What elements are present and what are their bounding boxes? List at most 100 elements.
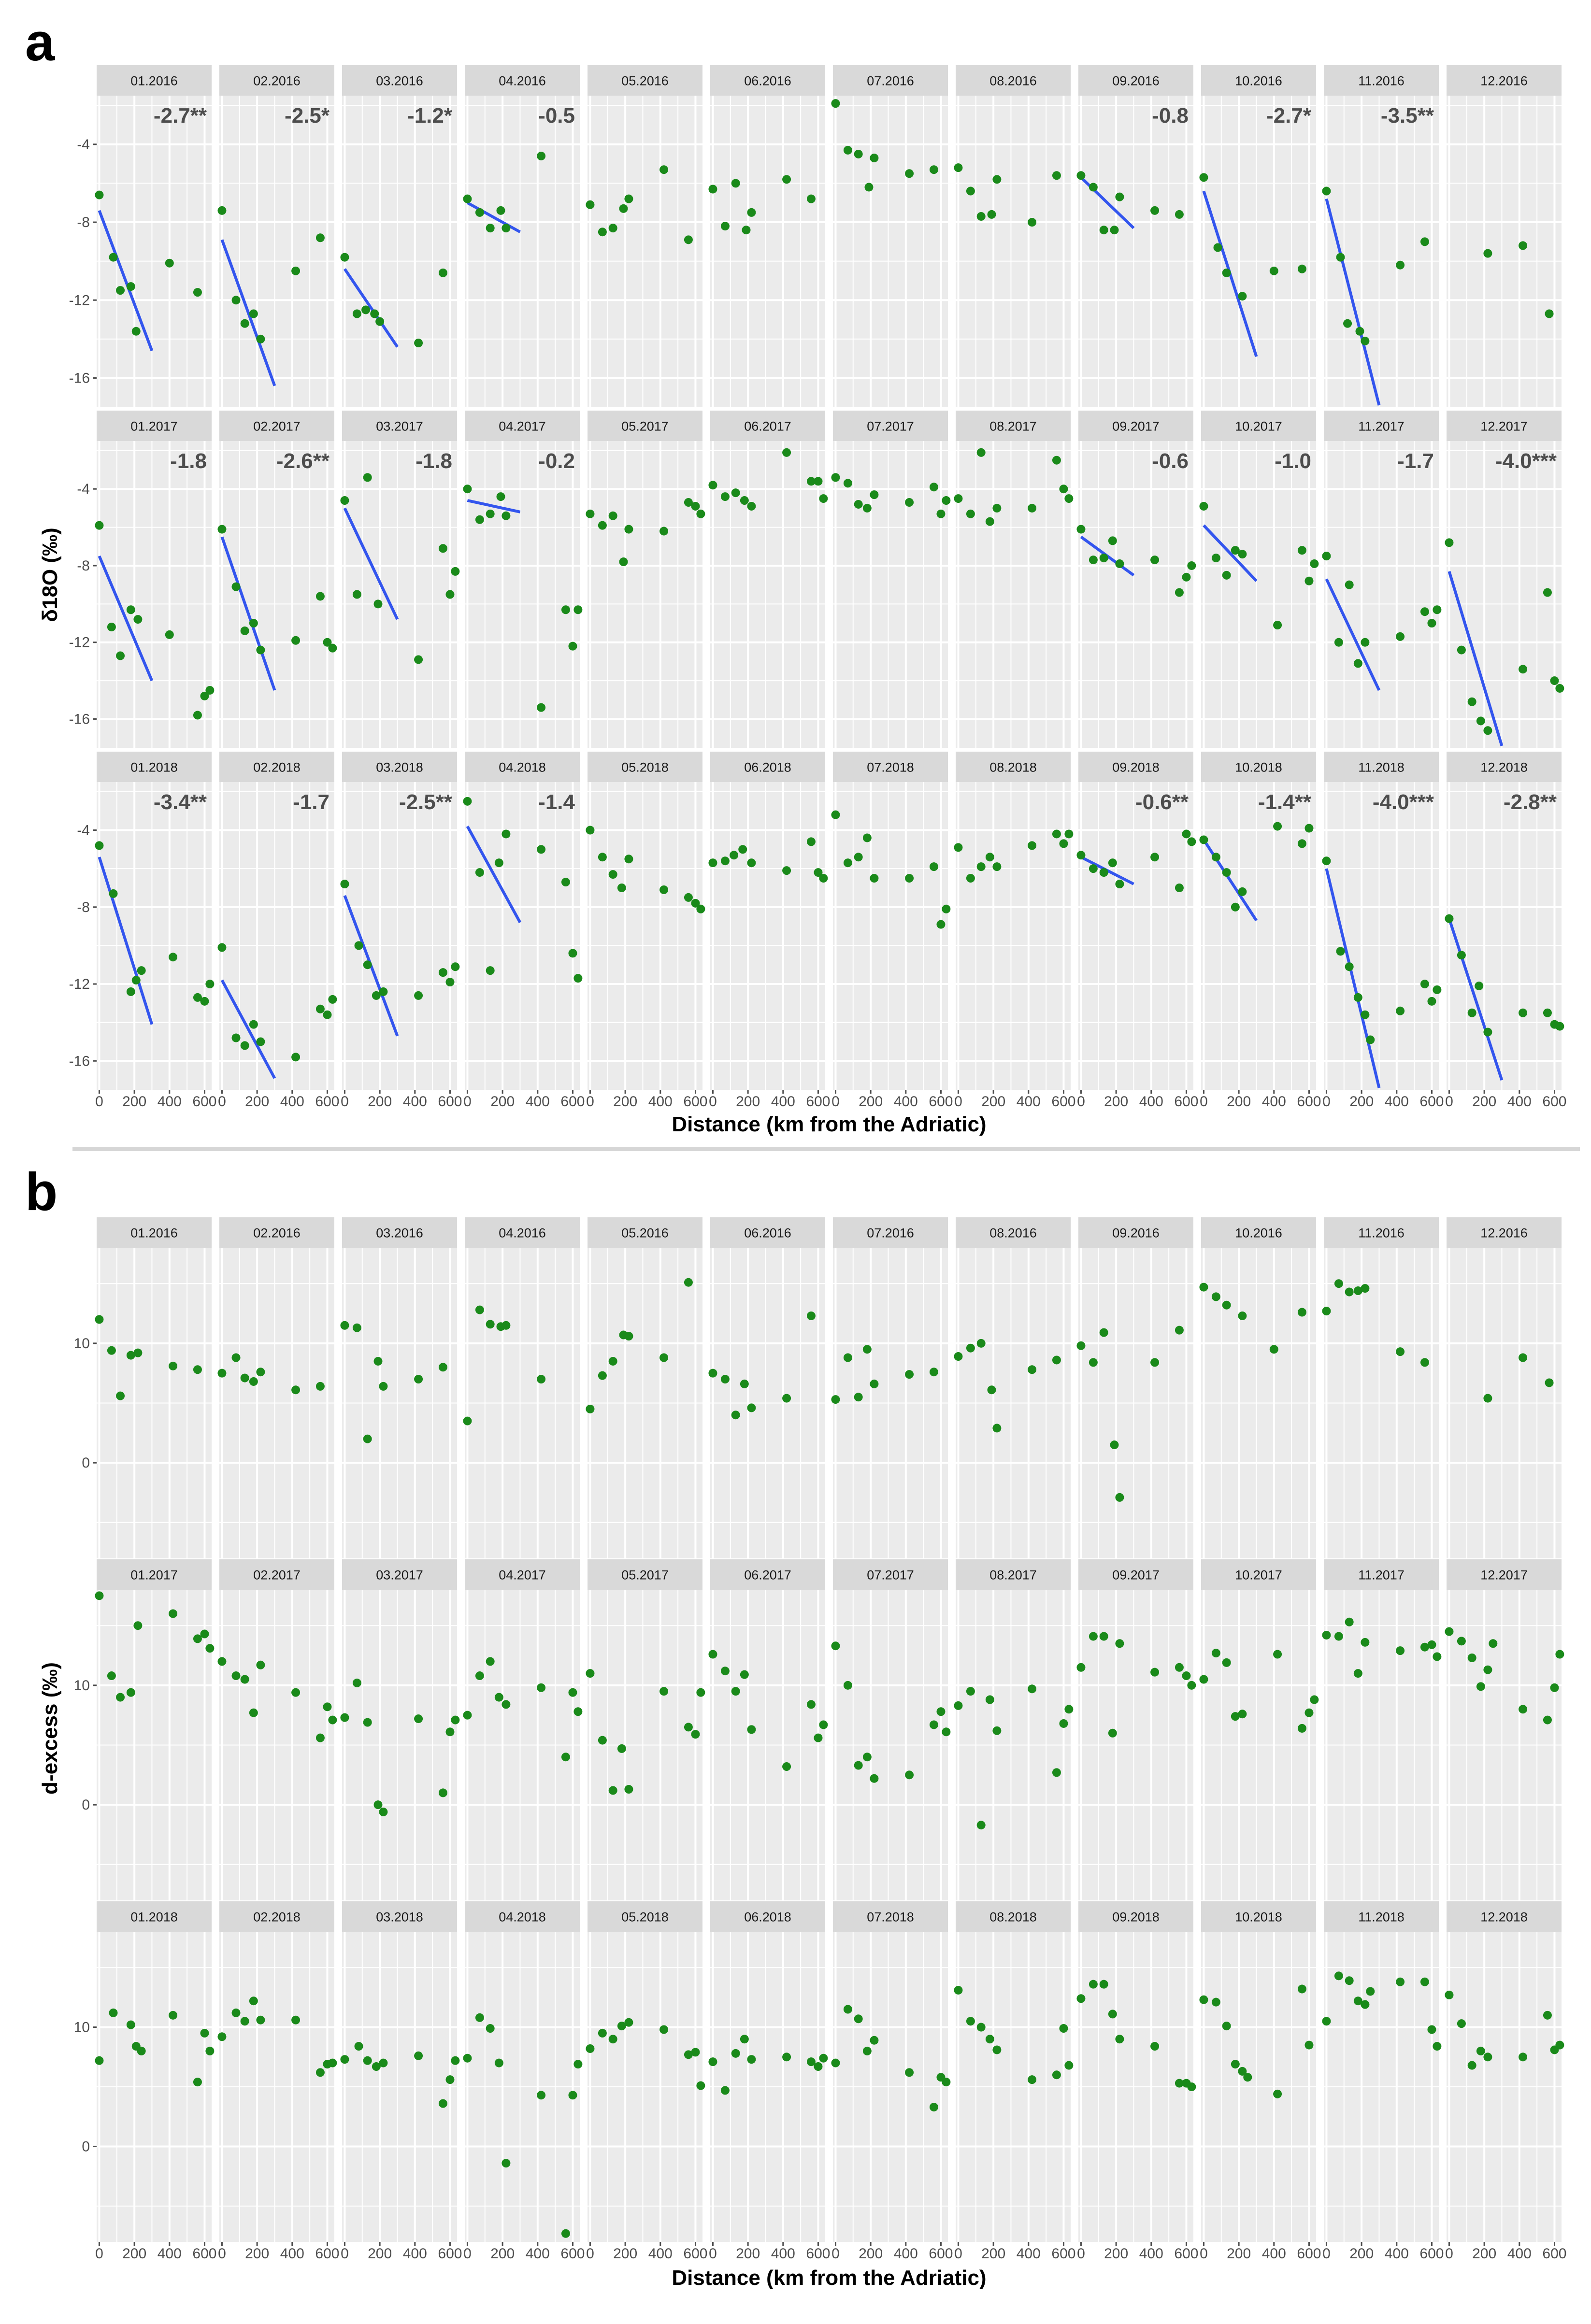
- data-point: [1297, 264, 1306, 273]
- data-point: [370, 309, 379, 318]
- data-point: [1076, 525, 1086, 534]
- data-point: [862, 1753, 872, 1762]
- data-point: [249, 1996, 258, 2006]
- y-tick-label: -8: [77, 899, 90, 915]
- x-tick-label: 0: [954, 1094, 962, 1110]
- facet-strip-label: 02.2018: [253, 760, 301, 775]
- data-point: [363, 473, 372, 482]
- x-tick-label: 600: [1051, 2246, 1075, 2262]
- x-tick-label: 0: [1445, 1094, 1453, 1110]
- facet-strip-label: 04.2017: [499, 1568, 546, 1583]
- facet-strip-label: 12.2017: [1480, 1568, 1528, 1583]
- data-point: [586, 2044, 595, 2053]
- facet-strip: [1078, 1559, 1193, 1590]
- data-point: [323, 1702, 332, 1711]
- data-point: [486, 224, 495, 233]
- data-point: [240, 2017, 249, 2026]
- panel-a-letter: a: [25, 13, 55, 72]
- data-point: [1555, 684, 1564, 693]
- facet-strip: [97, 1559, 212, 1590]
- y-axis-title: d-excess (‰): [38, 1662, 62, 1795]
- facet-strip-label: 06.2017: [744, 1568, 791, 1583]
- data-point: [438, 2099, 447, 2108]
- x-tick-label: 600: [192, 2246, 216, 2262]
- data-point: [1238, 2067, 1247, 2076]
- x-tick-label: 0: [218, 1094, 226, 1110]
- data-point: [126, 2020, 135, 2029]
- slope-label: -3.4**: [154, 790, 207, 814]
- data-point: [1420, 1358, 1429, 1367]
- facet-strip: [219, 1217, 334, 1248]
- facet-a-05.2018: 05.2018 0 200 400 600: [586, 752, 707, 1110]
- data-point: [1396, 260, 1405, 270]
- data-point: [340, 1713, 349, 1722]
- facet-panel: [1201, 441, 1316, 748]
- facet-panel: [956, 96, 1071, 407]
- data-point: [1199, 501, 1208, 511]
- facet-strip: [710, 1901, 825, 1932]
- data-point: [137, 966, 146, 975]
- facet-strip: [342, 1217, 457, 1248]
- facet-strip: [588, 752, 702, 782]
- facet-b-09.2018: 09.2018 0 200 400 600: [1076, 1901, 1198, 2262]
- data-point: [315, 1733, 325, 1742]
- facet-strip-label: 03.2018: [376, 1910, 423, 1925]
- data-point: [985, 2035, 994, 2044]
- data-point: [1433, 985, 1442, 994]
- data-point: [573, 1707, 583, 1716]
- data-point: [200, 997, 209, 1006]
- x-tick-label: 0: [709, 2246, 717, 2262]
- data-point: [831, 810, 840, 819]
- data-point: [1457, 2019, 1466, 2028]
- data-point: [870, 874, 879, 883]
- facet-panel: [710, 782, 825, 1090]
- data-point: [126, 282, 135, 291]
- x-tick-label: 400: [1017, 2246, 1041, 2262]
- data-point: [1150, 1358, 1160, 1367]
- facet-panel: [1201, 96, 1316, 407]
- data-point: [976, 448, 986, 457]
- data-point: [193, 288, 202, 297]
- data-point: [561, 605, 570, 614]
- facet-strip-label: 09.2018: [1112, 760, 1160, 775]
- data-point: [502, 1700, 511, 1709]
- panel-separator: [72, 1147, 1580, 1151]
- data-point: [814, 868, 823, 877]
- data-point: [1475, 982, 1484, 991]
- data-point: [95, 841, 104, 850]
- facet-strip-label: 04.2017: [499, 419, 546, 434]
- data-point: [372, 991, 381, 1000]
- data-point: [200, 691, 209, 700]
- data-point: [494, 1693, 503, 1702]
- facet-strip-label: 07.2016: [867, 1226, 914, 1240]
- data-point: [1543, 1008, 1552, 1017]
- data-point: [720, 856, 730, 866]
- data-point: [373, 1356, 383, 1366]
- facet-b-11.2018: 11.2018 0 200 400 600: [1322, 1901, 1444, 2262]
- data-point: [340, 2055, 349, 2064]
- data-point: [659, 1687, 669, 1696]
- y-tick-label: -4: [77, 137, 90, 153]
- data-point: [942, 496, 951, 505]
- data-point: [249, 619, 258, 628]
- facet-strip-label: 11.2017: [1358, 1568, 1405, 1583]
- data-point: [116, 1391, 125, 1400]
- data-point: [375, 317, 385, 326]
- x-tick-label: 200: [1472, 1094, 1496, 1110]
- facet-strip-label: 02.2016: [253, 74, 301, 88]
- data-point: [1366, 1035, 1375, 1044]
- y-tick-label: -12: [69, 292, 90, 308]
- facet-strip-label: 01.2016: [130, 1226, 178, 1240]
- facet-strip: [1078, 1217, 1193, 1248]
- data-point: [291, 1385, 301, 1395]
- facet-strip-label: 10.2018: [1235, 760, 1282, 775]
- data-point: [463, 1416, 472, 1426]
- data-point: [1483, 1665, 1492, 1674]
- facet-panel: [710, 96, 825, 407]
- slope-label: -0.6: [1152, 449, 1189, 473]
- data-point: [966, 2017, 975, 2026]
- data-point: [992, 1726, 1002, 1735]
- data-point: [231, 582, 241, 591]
- facet-b-07.2017: 07.2017: [831, 1559, 951, 1900]
- data-point: [1052, 1355, 1061, 1365]
